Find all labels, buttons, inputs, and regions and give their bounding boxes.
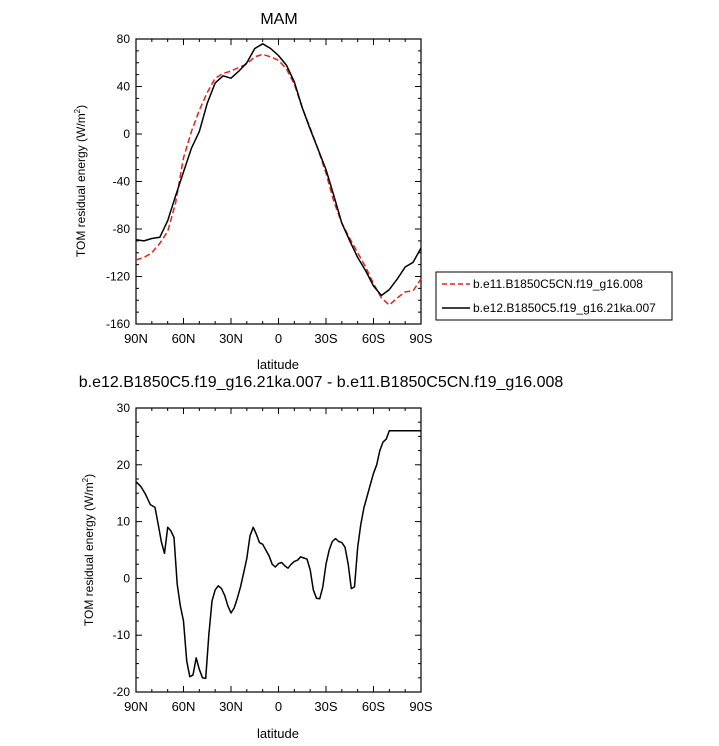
top-x-tick-labels: 90N 60N 30N 0 30S 60S 90S [124,331,433,346]
y-tick-label: 30 [117,401,131,415]
y-tick-label: 20 [117,458,131,472]
top-x-axis-label: latitude [257,357,299,372]
y-tick-label: -20 [113,685,131,699]
top-axis-ticks [135,38,422,325]
top-series-lines [135,43,422,306]
x-tick-label: 30N [219,331,243,346]
x-tick-label: 60S [362,699,385,714]
y-tick-label: 0 [123,127,130,141]
top-y-tick-labels: 80 40 0 -40 -80 -120 -160 [106,32,130,331]
bottom-axis-ticks [135,407,422,693]
y-tick-label: -160 [106,317,130,331]
y-tick-label: 40 [117,80,131,94]
bottom-y-tick-labels: 30 20 10 0 -10 -20 [113,401,131,699]
bottom-x-axis-label: latitude [257,726,299,741]
series-line-1 [135,429,421,680]
legend-box [435,271,673,321]
x-tick-label: 30S [314,699,337,714]
x-tick-label: 60N [172,331,196,346]
series-line-2 [135,43,422,297]
legend-label-series-1: b.e11.B1850C5CN.f19_g16.008 [473,277,643,291]
y-tick-label: -40 [113,175,131,189]
x-tick-label: 90N [124,699,148,714]
y-tick-label: 80 [117,32,131,46]
bottom-plot-frame [135,407,422,693]
x-tick-label: 0 [275,699,282,714]
x-tick-label: 0 [275,331,282,346]
x-tick-label: 90S [409,699,432,714]
y-tick-label: -10 [113,628,131,642]
bottom-x-tick-labels: 90N 60N 30N 0 30S 60S 90S [124,699,433,714]
legend-label-series-2: b.e12.B1850C5.f19_g16.21ka.007 [473,301,656,315]
bottom-panel: b.e12.B1850C5.f19_g16.21ka.007 - b.e11.B… [79,374,564,741]
x-tick-label: 60N [172,699,196,714]
y-tick-label: -80 [113,222,131,236]
x-tick-label: 90N [124,331,148,346]
top-chart-title: MAM [260,11,297,28]
y-tick-label: 0 [123,571,130,585]
legend: b.e11.B1850C5CN.f19_g16.008 b.e12.B1850C… [435,271,673,321]
x-tick-label: 30N [219,699,243,714]
bottom-y-axis-label: TOM residual energy (W/m2) [81,474,96,626]
bottom-series-lines [135,429,421,680]
y-tick-label: 10 [117,515,131,529]
top-panel: MAM 80 40 0 -40 -80 -120 -160 90N 60N 30N 0 30S 60S… [73,11,673,372]
x-tick-label: 30S [314,331,337,346]
y-tick-label: -120 [106,270,130,284]
bottom-chart-title: b.e12.B1850C5.f19_g16.21ka.007 - b.e11.B… [79,374,564,391]
series-line-1 [135,53,422,306]
x-tick-label: 60S [362,331,385,346]
x-tick-label: 90S [409,331,432,346]
top-y-axis-label: TOM residual energy (W/m2) [73,105,88,257]
